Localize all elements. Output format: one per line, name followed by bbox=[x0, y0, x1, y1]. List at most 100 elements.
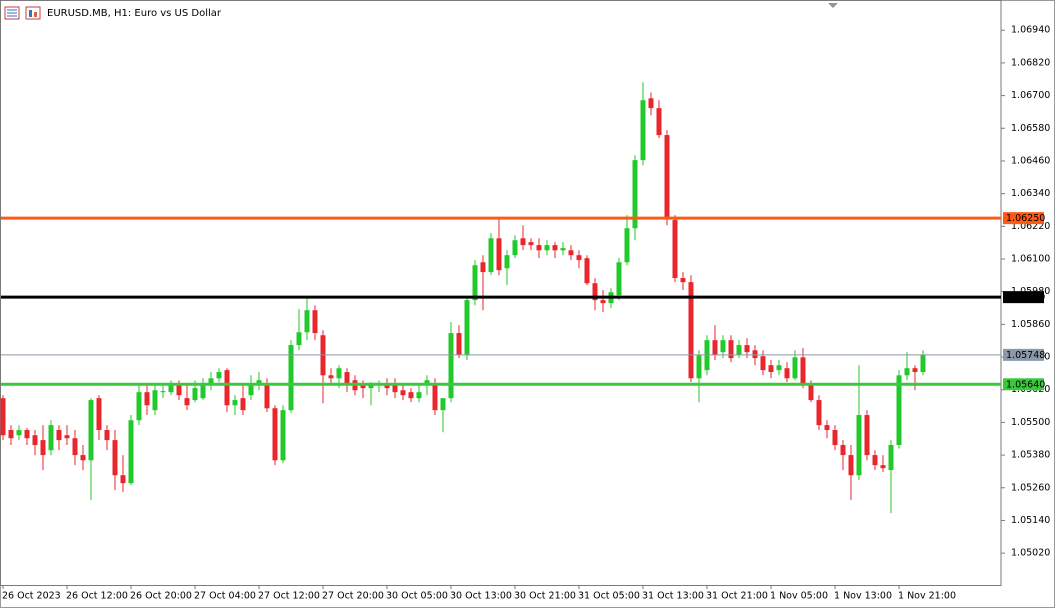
shift-marker bbox=[828, 3, 838, 8]
x-tick-label: 31 Oct 05:00 bbox=[578, 591, 640, 602]
x-tick-label: 1 Nov 13:00 bbox=[834, 591, 892, 602]
candle-body bbox=[424, 380, 430, 386]
candle-body bbox=[856, 415, 862, 476]
candle-body bbox=[848, 455, 854, 476]
candle-body bbox=[624, 228, 630, 263]
candle-body bbox=[144, 392, 150, 406]
candle-body bbox=[744, 345, 750, 353]
candle-body bbox=[776, 365, 782, 371]
candle-body bbox=[456, 333, 462, 356]
candle-body bbox=[736, 345, 742, 356]
candle-body bbox=[872, 455, 878, 466]
candle-body bbox=[168, 385, 174, 393]
candle-body bbox=[392, 385, 398, 393]
candle-body bbox=[480, 262, 486, 273]
candle-body bbox=[888, 445, 894, 471]
candle-body bbox=[728, 340, 734, 359]
candle-body bbox=[176, 385, 182, 396]
candle-body bbox=[520, 238, 526, 246]
candle-body bbox=[616, 262, 622, 296]
candle-body bbox=[0, 398, 6, 436]
candle-body bbox=[264, 385, 270, 409]
y-tick-label: 1.06580 bbox=[1011, 123, 1050, 134]
candle-body bbox=[400, 390, 406, 396]
level-tag bbox=[1003, 212, 1044, 225]
candle-body bbox=[912, 368, 918, 373]
chart-title: EURUSD.MB, H1: Euro vs US Dollar bbox=[47, 8, 222, 19]
candle-body bbox=[416, 392, 422, 399]
y-tick-label: 1.05380 bbox=[1011, 450, 1050, 461]
candle-body bbox=[408, 392, 414, 399]
candle-body bbox=[224, 370, 230, 406]
candle-body bbox=[592, 283, 598, 301]
candle-body bbox=[432, 383, 438, 411]
y-tick-label: 1.05500 bbox=[1011, 417, 1050, 428]
candle-body bbox=[336, 368, 342, 379]
x-tick-label: 30 Oct 13:00 bbox=[450, 591, 512, 602]
y-tick-label: 1.06820 bbox=[1011, 57, 1050, 68]
y-tick-label: 1.05860 bbox=[1011, 319, 1050, 330]
x-tick-label: 31 Oct 21:00 bbox=[706, 591, 768, 602]
candle-body bbox=[720, 340, 726, 353]
y-tick-label: 1.06220 bbox=[1011, 221, 1050, 232]
candle-body bbox=[208, 378, 214, 386]
candle-body bbox=[152, 390, 158, 411]
candle-body bbox=[688, 282, 694, 379]
candle-body bbox=[344, 372, 350, 386]
candle-body bbox=[280, 410, 286, 461]
candle-body bbox=[648, 98, 654, 109]
candle-body bbox=[232, 400, 238, 406]
candle-body bbox=[16, 430, 22, 436]
candle-body bbox=[64, 435, 70, 439]
candle-body bbox=[808, 384, 814, 401]
candle-body bbox=[680, 278, 686, 283]
candle-body bbox=[240, 398, 246, 411]
y-tick-label: 1.06100 bbox=[1011, 254, 1050, 265]
candle-body bbox=[288, 345, 294, 411]
x-tick-label: 26 Oct 20:00 bbox=[130, 591, 192, 602]
candle-body bbox=[24, 430, 30, 439]
candle-body bbox=[200, 385, 206, 399]
icon-bar bbox=[34, 12, 37, 17]
candle-body bbox=[248, 385, 254, 396]
candle-body bbox=[768, 365, 774, 373]
candle-body bbox=[184, 398, 190, 406]
candle-body bbox=[368, 385, 374, 389]
candle-body bbox=[656, 108, 662, 136]
candle-body bbox=[664, 135, 670, 219]
candle-body bbox=[584, 258, 590, 284]
candle-body bbox=[920, 354, 926, 373]
plot-border bbox=[0, 0, 1002, 586]
x-tick-label: 26 Oct 12:00 bbox=[66, 591, 128, 602]
candle-body bbox=[112, 440, 118, 476]
candle-body bbox=[32, 435, 38, 446]
candle-body bbox=[632, 160, 638, 229]
x-tick-label: 30 Oct 05:00 bbox=[386, 591, 448, 602]
candle-body bbox=[160, 391, 166, 393]
candle-body bbox=[88, 400, 94, 461]
candle-body bbox=[104, 430, 110, 441]
candle-body bbox=[576, 255, 582, 261]
candle-body bbox=[8, 430, 14, 439]
level-tag bbox=[1003, 348, 1044, 361]
candle-body bbox=[528, 242, 534, 246]
candle-body bbox=[272, 408, 278, 461]
candle-body bbox=[832, 430, 838, 446]
x-tick-label: 31 Oct 13:00 bbox=[642, 591, 704, 602]
candle-body bbox=[552, 245, 558, 251]
candle-body bbox=[40, 440, 46, 456]
candle-body bbox=[256, 380, 262, 386]
candle-body bbox=[696, 355, 702, 379]
candle-body bbox=[896, 375, 902, 446]
candle-body bbox=[504, 255, 510, 269]
level-label: 1.05960 bbox=[1006, 292, 1045, 303]
y-tick-label: 1.06940 bbox=[1011, 25, 1050, 36]
candle-body bbox=[544, 245, 550, 251]
x-tick-label: 27 Oct 04:00 bbox=[194, 591, 256, 602]
candle-body bbox=[72, 438, 78, 456]
candle-body bbox=[512, 240, 518, 256]
candle-body bbox=[560, 248, 566, 251]
level-tag bbox=[1003, 291, 1044, 304]
